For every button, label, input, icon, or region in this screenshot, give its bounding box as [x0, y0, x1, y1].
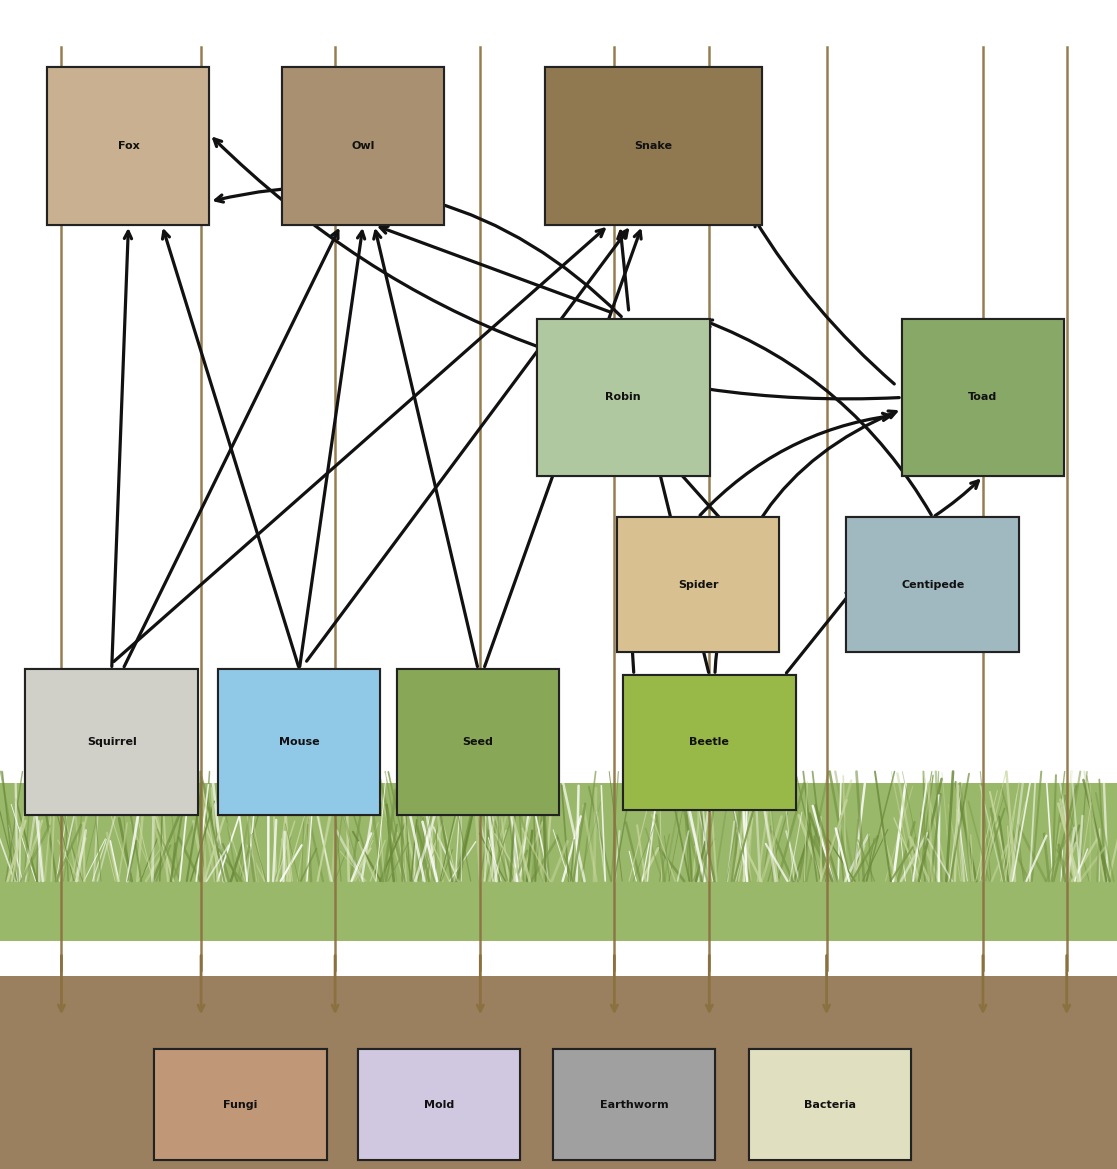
Text: Fox: Fox — [117, 141, 140, 151]
Bar — [0, 783, 1117, 941]
Bar — [48, 67, 210, 226]
Text: Snake: Snake — [634, 141, 672, 151]
Bar — [154, 1050, 326, 1160]
Text: Toad: Toad — [968, 393, 997, 402]
Bar — [48, 67, 210, 226]
Text: Centipede: Centipede — [901, 580, 964, 589]
Bar — [617, 517, 780, 652]
Bar — [623, 676, 795, 810]
Bar — [617, 517, 780, 652]
Bar — [219, 669, 381, 816]
Text: Bacteria: Bacteria — [804, 1100, 856, 1109]
Text: Bacteria: Bacteria — [804, 1100, 856, 1109]
Bar — [537, 319, 710, 477]
Bar — [903, 319, 1065, 477]
Text: Earthworm: Earthworm — [600, 1100, 669, 1109]
Bar — [281, 67, 443, 226]
Bar — [537, 319, 710, 477]
Text: Robin: Robin — [605, 393, 641, 402]
Text: Spider: Spider — [678, 580, 718, 589]
Bar — [26, 669, 199, 816]
Bar — [748, 1050, 911, 1160]
Bar — [553, 1050, 715, 1160]
Bar — [748, 1050, 911, 1160]
Text: Mouse: Mouse — [279, 738, 319, 747]
Text: Mold: Mold — [423, 1100, 455, 1109]
Text: Mouse: Mouse — [279, 738, 319, 747]
Text: Robin: Robin — [605, 393, 641, 402]
Text: Mold: Mold — [423, 1100, 455, 1109]
Text: Spider: Spider — [678, 580, 718, 589]
Text: Squirrel: Squirrel — [87, 738, 136, 747]
Text: Beetle: Beetle — [689, 738, 729, 747]
Text: Fungi: Fungi — [223, 1100, 257, 1109]
Text: Owl: Owl — [352, 141, 374, 151]
Text: Toad: Toad — [968, 393, 997, 402]
Text: Seed: Seed — [462, 738, 494, 747]
Bar — [357, 1050, 521, 1160]
Bar — [0, 976, 1117, 1169]
Bar — [847, 517, 1019, 652]
Bar — [903, 319, 1065, 477]
Bar — [398, 669, 558, 816]
Bar — [281, 67, 443, 226]
Bar — [623, 676, 795, 810]
Text: Earthworm: Earthworm — [600, 1100, 669, 1109]
Bar — [544, 67, 762, 226]
Text: Squirrel: Squirrel — [87, 738, 136, 747]
Text: Centipede: Centipede — [901, 580, 964, 589]
Bar — [154, 1050, 326, 1160]
Bar — [398, 669, 558, 816]
Bar — [847, 517, 1019, 652]
Bar — [219, 669, 381, 816]
Text: Fox: Fox — [117, 141, 140, 151]
Bar — [26, 669, 199, 816]
Text: Beetle: Beetle — [689, 738, 729, 747]
Text: Snake: Snake — [634, 141, 672, 151]
Text: Owl: Owl — [352, 141, 374, 151]
Bar — [544, 67, 762, 226]
Bar — [553, 1050, 715, 1160]
Text: Seed: Seed — [462, 738, 494, 747]
Text: Fungi: Fungi — [223, 1100, 257, 1109]
Bar — [357, 1050, 521, 1160]
